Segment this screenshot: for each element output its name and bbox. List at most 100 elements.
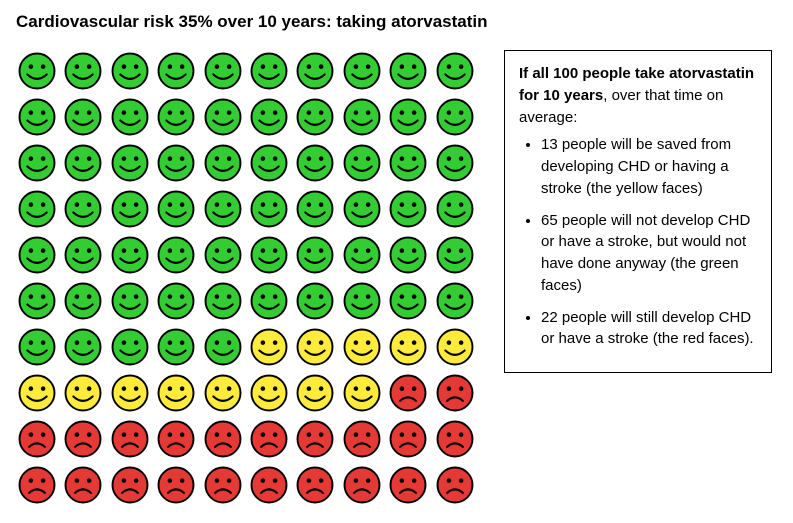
red-face-icon	[248, 464, 290, 506]
yellow-face-icon	[202, 372, 244, 414]
red-face-icon	[341, 418, 383, 460]
green-face-icon	[109, 188, 151, 230]
green-face-icon	[109, 142, 151, 184]
green-face-icon	[434, 234, 476, 276]
green-face-icon	[202, 280, 244, 322]
green-face-icon	[341, 280, 383, 322]
red-face-icon	[387, 464, 429, 506]
green-face-icon	[294, 96, 336, 138]
red-face-icon	[434, 464, 476, 506]
content-row: If all 100 people take atorvastatin for …	[16, 50, 777, 506]
info-bullets: 13 people will be saved from developing …	[519, 134, 757, 350]
green-face-icon	[202, 142, 244, 184]
green-face-icon	[202, 326, 244, 368]
red-face-icon	[16, 418, 58, 460]
yellow-face-icon	[434, 326, 476, 368]
green-face-icon	[294, 280, 336, 322]
green-face-icon	[248, 188, 290, 230]
green-face-icon	[155, 234, 197, 276]
info-box: If all 100 people take atorvastatin for …	[504, 50, 772, 373]
green-face-icon	[16, 50, 58, 92]
green-face-icon	[16, 96, 58, 138]
green-face-icon	[248, 142, 290, 184]
green-face-icon	[16, 234, 58, 276]
green-face-icon	[202, 188, 244, 230]
info-bullet: 13 people will be saved from developing …	[541, 134, 757, 199]
green-face-icon	[434, 280, 476, 322]
info-bullet: 65 people will not develop CHD or have a…	[541, 210, 757, 297]
red-face-icon	[387, 372, 429, 414]
red-face-icon	[434, 418, 476, 460]
red-face-icon	[62, 464, 104, 506]
red-face-icon	[202, 418, 244, 460]
green-face-icon	[202, 234, 244, 276]
green-face-icon	[109, 50, 151, 92]
green-face-icon	[155, 326, 197, 368]
green-face-icon	[16, 142, 58, 184]
green-face-icon	[341, 96, 383, 138]
green-face-icon	[109, 326, 151, 368]
red-face-icon	[155, 464, 197, 506]
green-face-icon	[387, 188, 429, 230]
green-face-icon	[341, 50, 383, 92]
green-face-icon	[155, 142, 197, 184]
green-face-icon	[202, 50, 244, 92]
green-face-icon	[62, 280, 104, 322]
red-face-icon	[294, 464, 336, 506]
green-face-icon	[109, 280, 151, 322]
red-face-icon	[341, 464, 383, 506]
green-face-icon	[294, 234, 336, 276]
red-face-icon	[16, 464, 58, 506]
green-face-icon	[387, 142, 429, 184]
red-face-icon	[434, 372, 476, 414]
yellow-face-icon	[341, 372, 383, 414]
green-face-icon	[155, 96, 197, 138]
yellow-face-icon	[294, 372, 336, 414]
green-face-icon	[294, 142, 336, 184]
yellow-face-icon	[248, 372, 290, 414]
green-face-icon	[16, 280, 58, 322]
green-face-icon	[434, 142, 476, 184]
yellow-face-icon	[16, 372, 58, 414]
green-face-icon	[16, 188, 58, 230]
green-face-icon	[387, 234, 429, 276]
green-face-icon	[202, 96, 244, 138]
green-face-icon	[434, 50, 476, 92]
green-face-icon	[341, 142, 383, 184]
green-face-icon	[109, 96, 151, 138]
yellow-face-icon	[155, 372, 197, 414]
green-face-icon	[109, 234, 151, 276]
green-face-icon	[248, 280, 290, 322]
yellow-face-icon	[294, 326, 336, 368]
info-intro: If all 100 people take atorvastatin for …	[519, 63, 757, 128]
page-title: Cardiovascular risk 35% over 10 years: t…	[16, 12, 777, 32]
green-face-icon	[294, 50, 336, 92]
green-face-icon	[248, 96, 290, 138]
face-array-grid	[16, 50, 476, 506]
green-face-icon	[16, 326, 58, 368]
yellow-face-icon	[109, 372, 151, 414]
green-face-icon	[155, 50, 197, 92]
red-face-icon	[202, 464, 244, 506]
green-face-icon	[248, 234, 290, 276]
red-face-icon	[62, 418, 104, 460]
yellow-face-icon	[62, 372, 104, 414]
green-face-icon	[434, 96, 476, 138]
green-face-icon	[155, 280, 197, 322]
green-face-icon	[294, 188, 336, 230]
yellow-face-icon	[248, 326, 290, 368]
green-face-icon	[62, 50, 104, 92]
green-face-icon	[62, 142, 104, 184]
red-face-icon	[294, 418, 336, 460]
yellow-face-icon	[387, 326, 429, 368]
green-face-icon	[341, 234, 383, 276]
yellow-face-icon	[341, 326, 383, 368]
green-face-icon	[387, 96, 429, 138]
green-face-icon	[387, 50, 429, 92]
green-face-icon	[62, 188, 104, 230]
green-face-icon	[62, 96, 104, 138]
green-face-icon	[155, 188, 197, 230]
green-face-icon	[248, 50, 290, 92]
green-face-icon	[62, 326, 104, 368]
green-face-icon	[387, 280, 429, 322]
